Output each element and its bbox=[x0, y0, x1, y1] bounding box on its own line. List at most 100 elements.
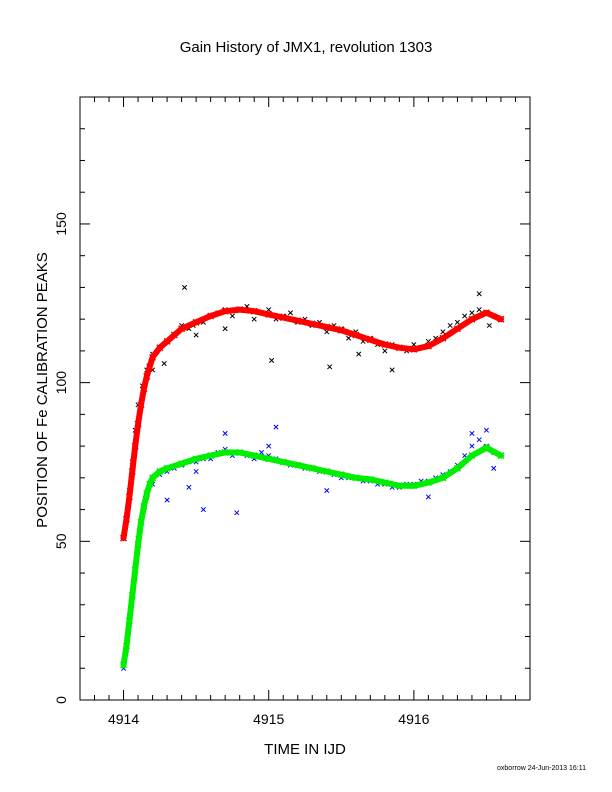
fit-point bbox=[125, 617, 133, 625]
data-point bbox=[287, 310, 294, 316]
fit-point bbox=[352, 474, 360, 482]
data-point bbox=[164, 497, 170, 503]
fit-point bbox=[120, 534, 128, 542]
data-point bbox=[476, 291, 482, 297]
fit-point bbox=[149, 474, 157, 482]
fit-point bbox=[125, 493, 133, 501]
fit-point bbox=[294, 317, 302, 325]
data-point bbox=[324, 487, 330, 494]
data-point bbox=[469, 443, 475, 449]
fit-point bbox=[134, 540, 142, 549]
x-tick-labels: 4914 4915 4916 bbox=[108, 711, 430, 727]
data-point bbox=[251, 316, 257, 322]
data-point bbox=[491, 465, 497, 471]
data-point bbox=[425, 494, 431, 500]
data-point bbox=[476, 307, 482, 313]
x-axis-label: TIME IN IJD bbox=[264, 741, 346, 758]
fit-point bbox=[137, 401, 145, 409]
fit-point bbox=[337, 326, 345, 334]
fit-point bbox=[424, 342, 432, 350]
data-point bbox=[345, 335, 352, 341]
data-point bbox=[389, 367, 395, 373]
fit-point bbox=[128, 591, 136, 599]
x-tick-label: 4915 bbox=[253, 711, 284, 727]
data-point bbox=[193, 468, 199, 475]
fit-point bbox=[163, 464, 171, 472]
fit-point bbox=[439, 474, 447, 482]
data-point bbox=[469, 310, 475, 316]
fit-point bbox=[497, 315, 505, 323]
fit-point bbox=[131, 566, 139, 574]
data-point bbox=[273, 424, 279, 430]
fit-point bbox=[279, 314, 287, 322]
fit-point bbox=[146, 480, 154, 488]
footer-stamp: oxborrow 24-Jun-2013 16:11 bbox=[497, 765, 586, 772]
data-point bbox=[186, 484, 192, 490]
fit-point bbox=[453, 464, 461, 472]
data-point bbox=[356, 351, 362, 357]
data-point bbox=[382, 348, 388, 354]
y-tick-label: 0 bbox=[53, 696, 69, 704]
data-point bbox=[234, 510, 240, 516]
fit-point bbox=[143, 490, 151, 498]
fit-point bbox=[482, 309, 490, 317]
y-tick-label: 50 bbox=[53, 533, 69, 549]
data-point bbox=[161, 361, 167, 367]
fit-point bbox=[178, 460, 186, 468]
fit-point bbox=[236, 448, 244, 456]
fit-point bbox=[137, 518, 145, 526]
fit-point bbox=[156, 344, 164, 352]
fit-point bbox=[453, 325, 461, 333]
fit-point bbox=[122, 642, 130, 650]
plot-frame bbox=[79, 96, 531, 701]
data-point bbox=[181, 284, 188, 290]
y-tick-label: 150 bbox=[53, 212, 69, 236]
fit-point bbox=[156, 467, 164, 476]
data-point bbox=[486, 322, 492, 329]
fit-point bbox=[207, 312, 215, 320]
fit-point bbox=[265, 455, 273, 463]
fit-point bbox=[265, 310, 273, 318]
data-point bbox=[483, 427, 490, 433]
data-point bbox=[269, 357, 275, 363]
y-tick-labels: 0 50 100 150 bbox=[53, 212, 69, 704]
fit-point bbox=[468, 452, 476, 460]
data-point bbox=[454, 319, 460, 325]
fit-point bbox=[294, 461, 302, 469]
fit-point bbox=[236, 306, 244, 314]
fit-point bbox=[221, 307, 229, 315]
fit-point bbox=[323, 467, 331, 476]
fit-point bbox=[381, 479, 389, 487]
fit-point bbox=[131, 442, 139, 450]
fit-point bbox=[366, 336, 374, 344]
fit-point bbox=[149, 353, 157, 361]
data-point bbox=[327, 364, 333, 370]
fit-point bbox=[163, 337, 171, 345]
fit-point bbox=[134, 420, 142, 428]
fit-point bbox=[482, 444, 490, 452]
data-point bbox=[440, 329, 446, 335]
fit-point bbox=[424, 479, 432, 487]
fit-point bbox=[381, 341, 389, 349]
fit-point bbox=[337, 471, 345, 479]
data-marks bbox=[120, 284, 505, 671]
fit-point bbox=[192, 455, 200, 463]
fit-point bbox=[250, 307, 258, 315]
fit-point bbox=[395, 482, 403, 490]
y-tick-label: 100 bbox=[53, 371, 69, 395]
fit-series bbox=[120, 306, 504, 542]
y-axis-label: POSITION OF Fe CALIBRATION PEAKS bbox=[34, 252, 51, 528]
fit-point bbox=[395, 344, 403, 352]
fit-point bbox=[122, 515, 130, 523]
data-point bbox=[476, 437, 482, 443]
fit-point bbox=[140, 502, 148, 510]
fit-point bbox=[308, 320, 316, 328]
fit-point bbox=[308, 464, 316, 472]
fit-point bbox=[497, 452, 505, 460]
fit-point bbox=[323, 323, 331, 331]
fit-point bbox=[207, 452, 215, 460]
fit-point bbox=[279, 458, 287, 466]
fit-point bbox=[170, 331, 178, 339]
data-point bbox=[193, 332, 199, 338]
